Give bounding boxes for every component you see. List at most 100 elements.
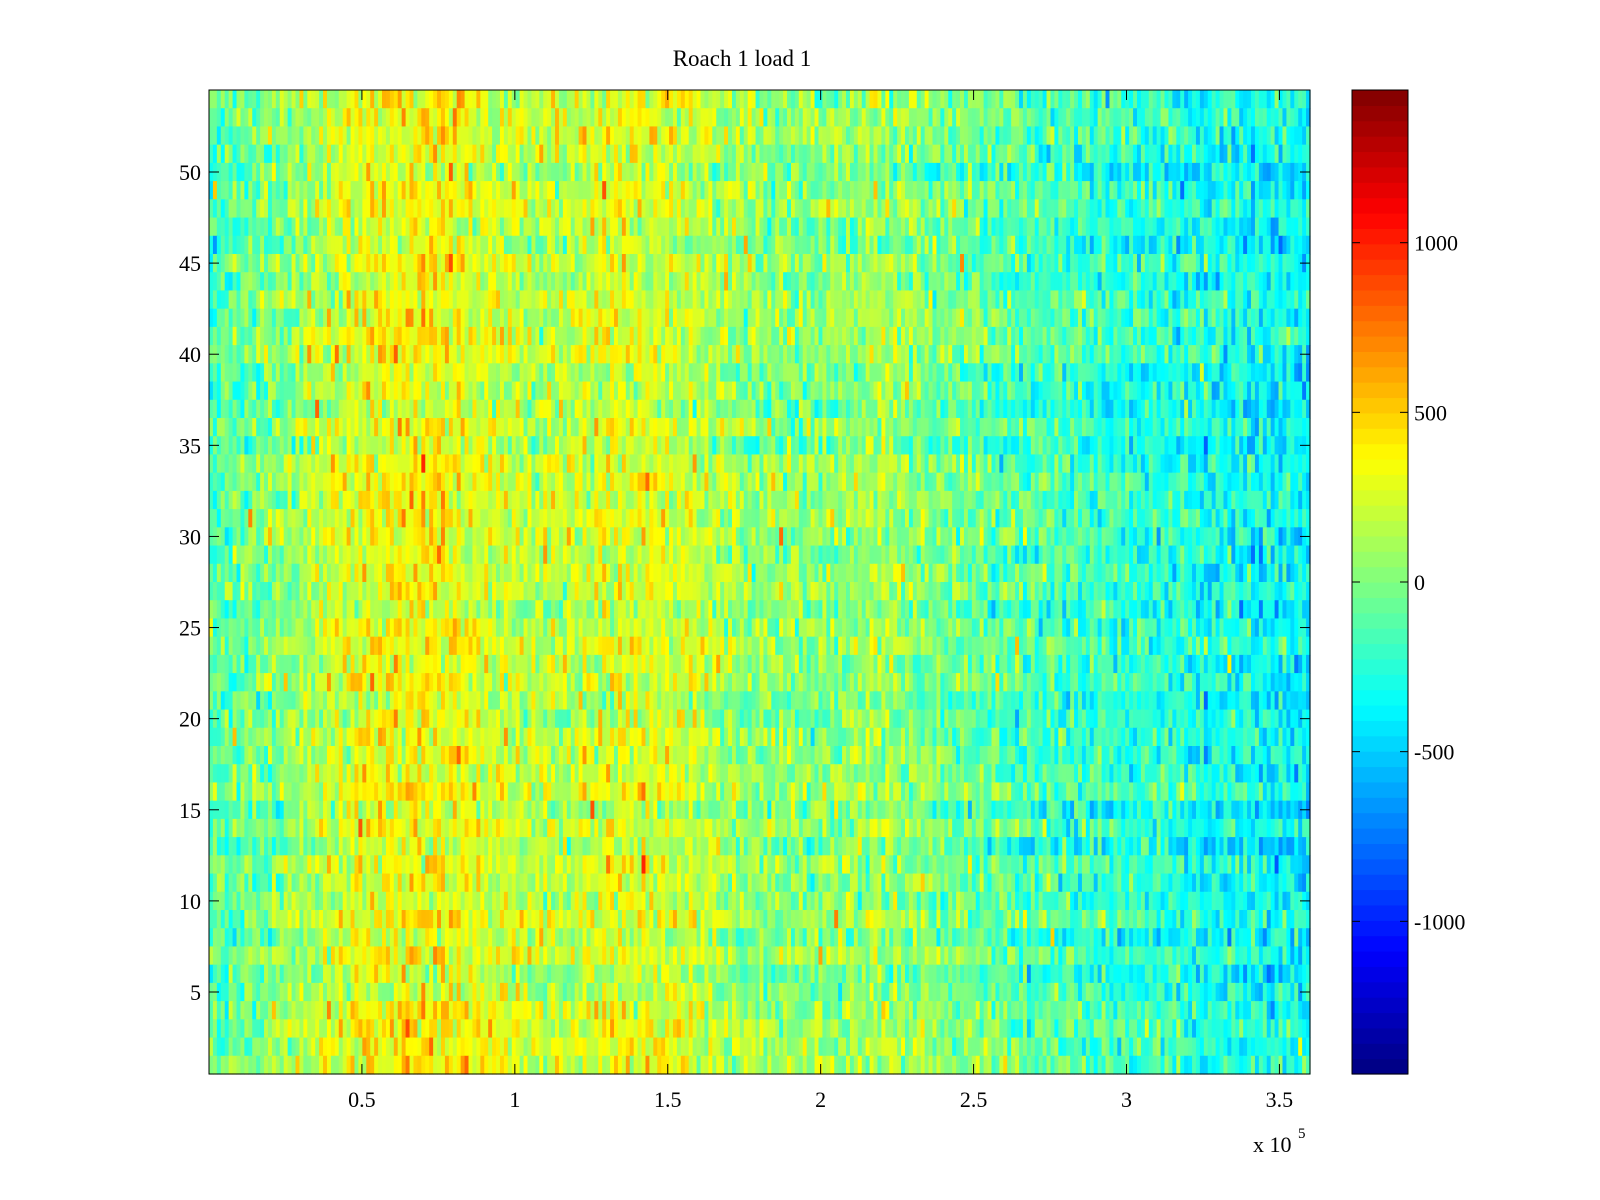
heatmap-cell (952, 272, 957, 292)
heatmap-cell (421, 381, 426, 401)
heatmap-cell (378, 345, 383, 364)
heatmap-cell (429, 399, 434, 419)
heatmap-cell (912, 272, 918, 292)
heatmap-cell (425, 162, 430, 182)
heatmap-cell (1062, 90, 1067, 109)
heatmap-cell (452, 162, 458, 182)
heatmap-cell (1101, 399, 1107, 419)
heatmap-cell (610, 381, 615, 401)
heatmap-cell (822, 199, 827, 219)
heatmap-cell (389, 217, 395, 237)
heatmap-cell (1243, 162, 1248, 182)
heatmap-cell (932, 399, 938, 419)
heatmap-cell (503, 108, 509, 128)
heatmap-cell (1199, 217, 1205, 237)
heatmap-cell (771, 181, 776, 200)
heatmap-cell (570, 108, 576, 128)
heatmap-cell (1286, 290, 1291, 310)
heatmap-cell (366, 90, 371, 109)
heatmap-cell (334, 326, 340, 346)
heatmap-cell (444, 217, 450, 237)
heatmap-cell (1270, 326, 1276, 346)
heatmap-cell (755, 144, 761, 164)
heatmap-cell (712, 308, 717, 328)
heatmap-cell (759, 254, 765, 273)
heatmap-cell (960, 90, 965, 109)
heatmap-cell (759, 126, 765, 146)
heatmap-cell (330, 308, 336, 328)
heatmap-cell (350, 381, 356, 401)
heatmap-cell (822, 308, 827, 328)
heatmap-cell (1062, 144, 1067, 164)
heatmap-cell (1184, 90, 1189, 109)
heatmap-cell (334, 381, 340, 401)
heatmap-cell (256, 181, 261, 200)
heatmap-cell (963, 181, 969, 200)
heatmap-cell (228, 217, 234, 237)
heatmap-cell (307, 272, 312, 292)
heatmap-cell (1066, 254, 1071, 273)
heatmap-cell (1180, 345, 1185, 364)
heatmap-cell (1215, 90, 1221, 109)
heatmap-cell (684, 381, 690, 401)
heatmap-cell (252, 108, 257, 128)
heatmap-cell (1219, 272, 1225, 292)
heatmap-cell (904, 162, 910, 182)
heatmap-cell (869, 126, 875, 146)
heatmap-cell (802, 144, 808, 164)
heatmap-cell (279, 108, 285, 128)
heatmap-cell (527, 399, 533, 419)
heatmap-cell (291, 126, 297, 146)
heatmap-cell (1117, 381, 1122, 401)
heatmap-cell (1133, 108, 1138, 128)
heatmap-cell (594, 290, 599, 310)
heatmap-cell (1156, 254, 1162, 273)
heatmap-cell (790, 345, 796, 364)
heatmap-cell (323, 217, 328, 237)
heatmap-cell (594, 381, 599, 401)
heatmap-cell (897, 363, 902, 383)
heatmap-cell (354, 399, 360, 419)
heatmap-cell (873, 217, 879, 237)
heatmap-cell (562, 217, 568, 237)
heatmap-cell (551, 199, 556, 219)
heatmap-cell (755, 363, 761, 383)
heatmap-cell (598, 90, 603, 109)
heatmap-cell (610, 181, 615, 200)
heatmap-cell (790, 272, 796, 292)
heatmap-cell (366, 345, 371, 364)
heatmap-cell (1140, 254, 1146, 273)
heatmap-cell (307, 181, 312, 200)
heatmap-cell (275, 363, 281, 383)
heatmap-cell (1097, 345, 1103, 364)
heatmap-cell (881, 217, 886, 237)
heatmap-cell (783, 108, 788, 128)
heatmap-cell (220, 108, 226, 128)
heatmap-cell (1188, 308, 1193, 328)
heatmap-cell (881, 181, 886, 200)
heatmap-cell (1081, 108, 1087, 128)
heatmap-cell (216, 381, 222, 401)
heatmap-cell (401, 399, 407, 419)
heatmap-cell (220, 181, 226, 200)
heatmap-cell (1125, 199, 1130, 219)
heatmap-cell (570, 399, 576, 419)
heatmap-cell (1007, 144, 1012, 164)
heatmap-cell (370, 308, 375, 328)
heatmap-cell (720, 308, 725, 328)
heatmap-cell (1140, 126, 1146, 146)
heatmap-cell (342, 326, 348, 346)
heatmap-cell (558, 381, 564, 401)
heatmap-cell (739, 181, 745, 200)
heatmap-cell (448, 90, 454, 109)
heatmap-cell (433, 308, 438, 328)
heatmap-cell (1042, 199, 1048, 219)
heatmap-cell (354, 181, 360, 200)
heatmap-cell (1160, 254, 1166, 273)
heatmap-cell (248, 272, 253, 292)
heatmap-cell (1022, 235, 1028, 255)
heatmap-cell (499, 290, 505, 310)
heatmap-cell (531, 290, 536, 310)
heatmap-cell (1089, 144, 1095, 164)
heatmap-cell (834, 181, 839, 200)
